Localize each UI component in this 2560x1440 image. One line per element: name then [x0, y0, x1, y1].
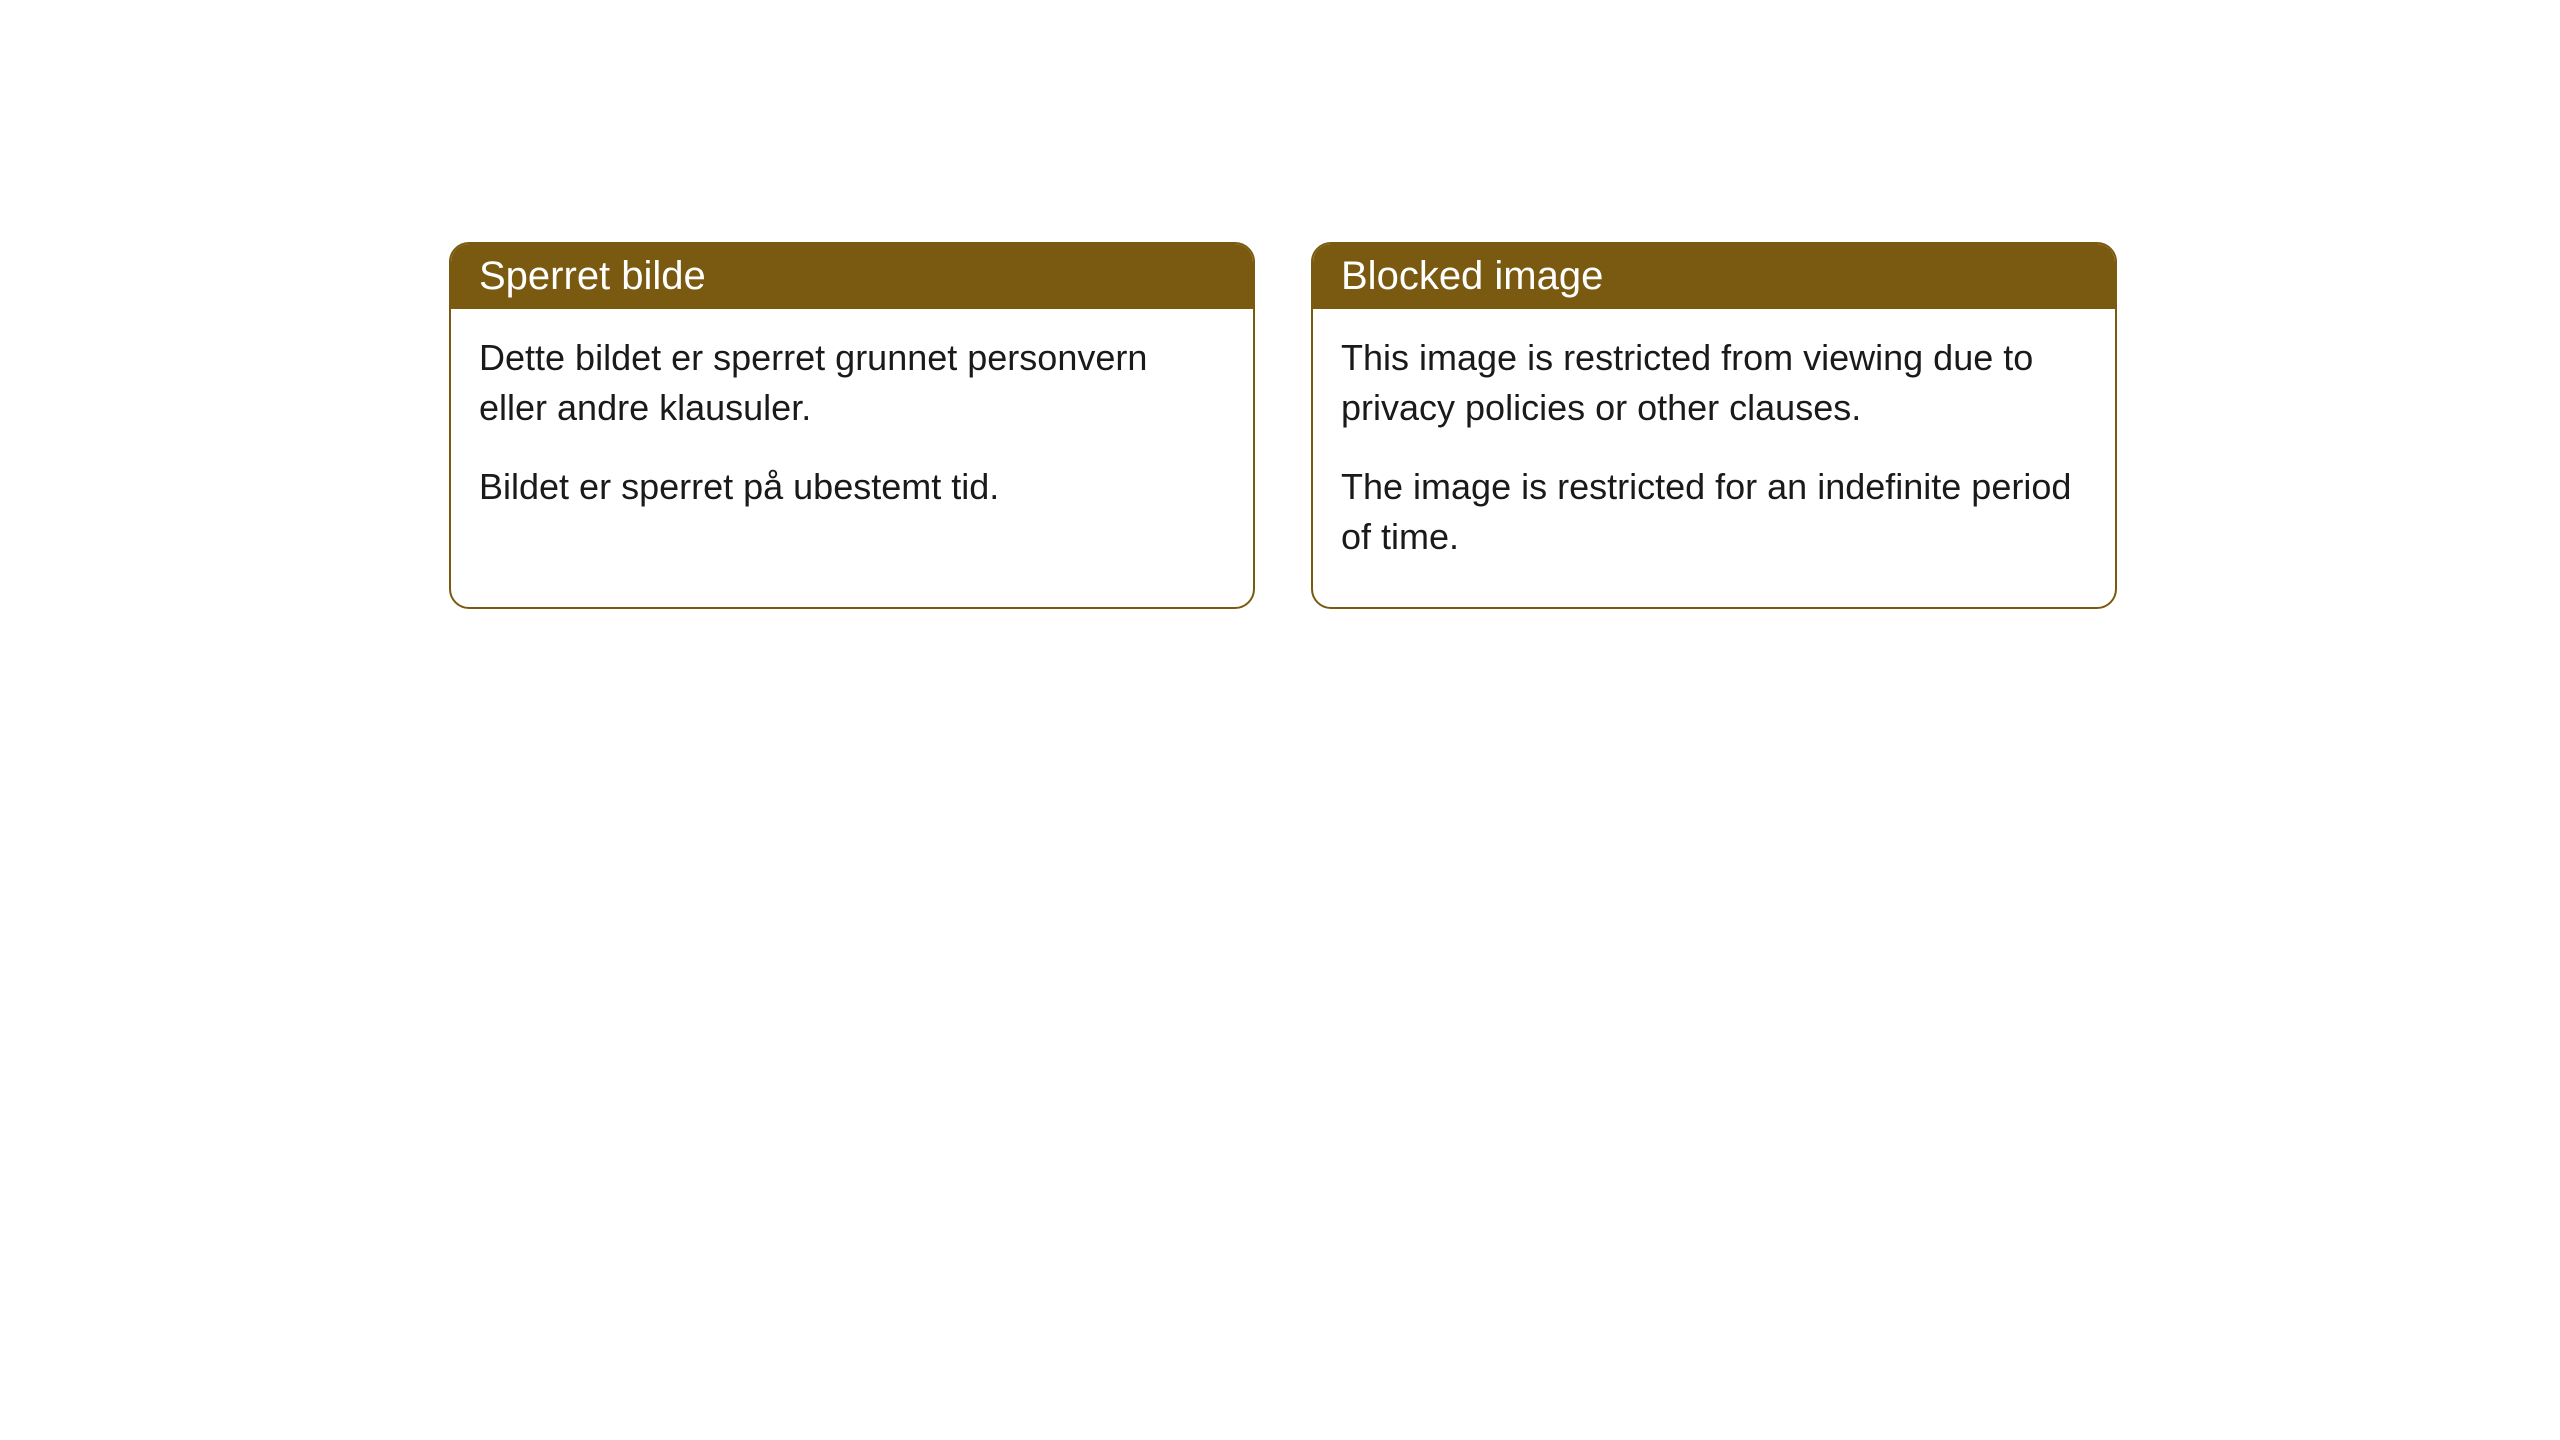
- blocked-image-card-norwegian: Sperret bilde Dette bildet er sperret gr…: [449, 242, 1255, 609]
- card-title: Blocked image: [1341, 254, 1603, 298]
- card-header: Sperret bilde: [451, 244, 1253, 309]
- card-paragraph: Bildet er sperret på ubestemt tid.: [479, 462, 1225, 512]
- blocked-image-card-english: Blocked image This image is restricted f…: [1311, 242, 2117, 609]
- notice-cards-container: Sperret bilde Dette bildet er sperret gr…: [0, 0, 2560, 609]
- card-body: This image is restricted from viewing du…: [1313, 309, 2115, 607]
- card-body: Dette bildet er sperret grunnet personve…: [451, 309, 1253, 556]
- card-paragraph: The image is restricted for an indefinit…: [1341, 462, 2087, 563]
- card-paragraph: This image is restricted from viewing du…: [1341, 333, 2087, 434]
- card-title: Sperret bilde: [479, 254, 706, 298]
- card-header: Blocked image: [1313, 244, 2115, 309]
- card-paragraph: Dette bildet er sperret grunnet personve…: [479, 333, 1225, 434]
